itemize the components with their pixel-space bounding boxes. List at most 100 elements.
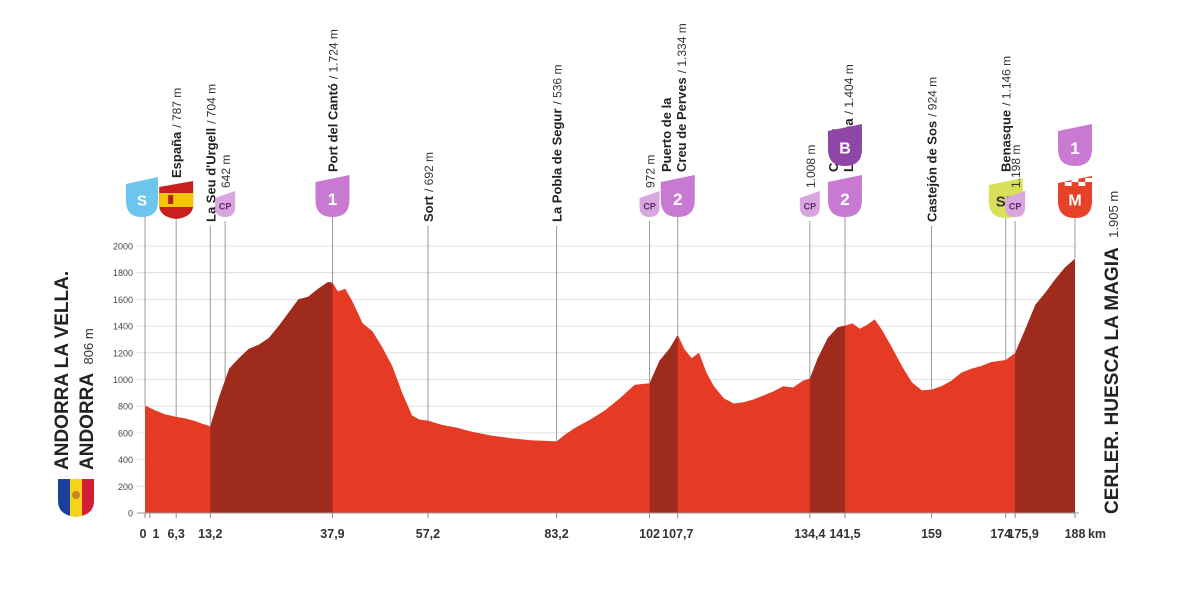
y-tick-label: 1200	[113, 348, 133, 358]
pass-altitude: 642 m	[219, 155, 233, 188]
y-axis-labels: 0 200 400 600 800 1000 1200 1400 1600 1800 2000	[113, 242, 133, 519]
svg-text:Port del Cantó/ 1.724 m: Port del Cantó / 1.724 m	[325, 29, 340, 172]
x-tick-label: 83,2	[544, 527, 568, 541]
climb-section	[809, 258, 845, 513]
cp-badge-icon: CP	[799, 191, 820, 217]
svg-text:Benasque/ 1.146 m: Benasque / 1.146 m	[999, 56, 1014, 172]
kom-badge-icon: 2	[660, 175, 695, 217]
pass-altitude: / 1.724 m	[326, 29, 340, 79]
kom-badge-icon: 2	[827, 175, 862, 217]
x-tick-label: 102	[639, 527, 660, 541]
pass-altitude: 1.008 m	[804, 145, 818, 188]
svg-text:M: M	[1068, 193, 1081, 210]
pass-altitude: / 924 m	[926, 77, 940, 117]
pass-label: La Pobla de Segur / 536 m	[550, 65, 565, 442]
pass-name: Puerto de la	[659, 97, 674, 172]
svg-text:2: 2	[840, 190, 849, 209]
svg-text:Creu de Perves/ 1.334 m: Creu de Perves / 1.334 m	[674, 23, 689, 172]
x-tick-label: 134,4	[794, 527, 825, 541]
x-unit-label: km	[1088, 527, 1106, 541]
svg-text:Castejón de Sos/ 924 m: Castejón de Sos / 924 m	[925, 77, 940, 222]
cp-badge-icon: CP	[1005, 191, 1026, 217]
pass-label: CP 972 m	[639, 155, 660, 384]
cp-badge-icon: CP	[215, 191, 236, 217]
y-tick-label: 2000	[113, 242, 133, 252]
finish-alt: 1.905 m	[1106, 191, 1121, 238]
svg-text:B: B	[839, 141, 851, 158]
svg-text:1.008 m: 1.008 m	[804, 145, 818, 188]
pass-label: 2 Puerto de la Creu de Perves / 1.334 m	[659, 23, 695, 335]
x-tick-label: 1	[152, 527, 159, 541]
andorra-flag-icon	[58, 479, 94, 517]
pass-name: Port del Cantó	[325, 83, 340, 172]
pass-name: La Pobla de Segur	[550, 109, 565, 222]
pass-label: 1 Port del Cantó / 1.724 m	[315, 29, 350, 283]
svg-text:CP: CP	[643, 202, 656, 212]
y-tick-label: 1600	[113, 295, 133, 305]
svg-text:CP: CP	[804, 202, 817, 212]
y-tick-label: 600	[118, 428, 133, 438]
svg-text:2: 2	[673, 190, 682, 209]
x-tick-label: 37,9	[320, 527, 344, 541]
svg-text:Sort/ 692 m: Sort / 692 m	[421, 152, 436, 222]
start-name: ANDORRA LA VELLA.	[52, 271, 73, 470]
start-country: ANDORRA	[77, 373, 98, 470]
pass-label: CP 1.008 m	[799, 145, 820, 379]
x-tick-label: 159	[921, 527, 942, 541]
finish-kom-badge-icon: 1	[1058, 124, 1092, 166]
svg-text:S: S	[137, 192, 147, 209]
pass-altitude: / 1.334 m	[675, 23, 689, 73]
pass-altitude: 972 m	[644, 155, 658, 188]
pass-altitude: 1.198 m	[1009, 145, 1023, 188]
svg-text:642 m: 642 m	[219, 155, 233, 188]
profile-area	[137, 258, 1079, 514]
pass-label: España / 787 m	[159, 88, 194, 417]
finish-location: CERLER. HUESCA LA MAGIA 1.905 m	[1102, 191, 1123, 514]
svg-text:CERLER. HUESCA LA MAGIA: CERLER. HUESCA LA MAGIA 1.905 m	[1102, 191, 1123, 514]
x-tick-label: 57,2	[416, 527, 440, 541]
bonus-marker: B	[827, 124, 862, 166]
y-tick-label: 1400	[113, 322, 133, 332]
pass-name: Sort	[421, 195, 436, 222]
svg-text:1: 1	[1070, 139, 1079, 158]
pass-altitude: / 1.404 m	[842, 64, 856, 114]
cp-badge-icon: CP	[639, 191, 660, 217]
svg-text:ANDORRA 806 m: ANDORRA 806 m	[77, 328, 98, 470]
svg-text:La Seu d'Urgell/ 704 m: La Seu d'Urgell / 704 m	[203, 84, 218, 222]
y-tick-label: 400	[118, 455, 133, 465]
x-axis: 0 1 6,3 13,2 37,9 57,2 83,2 102 107,7 134,4 141,5 1…	[140, 513, 1106, 541]
start-alt: 806 m	[81, 328, 96, 364]
pass-label: La Seu d'Urgell / 704 m	[203, 84, 218, 427]
y-tick-label: 0	[128, 509, 133, 519]
climb-section	[1015, 258, 1075, 513]
svg-text:CP: CP	[219, 202, 232, 212]
pass-label: Sort / 692 m	[421, 152, 436, 421]
svg-text:España/ 787 m: España / 787 m	[169, 88, 184, 178]
pass-name: Castejón de Sos	[925, 121, 940, 222]
x-tick-label: 0	[140, 527, 147, 541]
pass-altitude: / 536 m	[551, 65, 565, 105]
climb-section	[649, 258, 678, 513]
kom-badge-icon: 1	[315, 175, 350, 217]
x-tick-label: 174	[990, 527, 1011, 541]
x-tick-label: 107,7	[662, 527, 693, 541]
pass-labels: España / 787 m La Seu d'Urgell / 704 m CP 642…	[126, 23, 1092, 442]
x-tick-label: 175,9	[1008, 527, 1039, 541]
spain-flag-icon	[159, 181, 194, 219]
svg-text:1.198 m: 1.198 m	[1009, 145, 1023, 188]
start-marker: S	[126, 177, 158, 406]
pass-label: CP 642 m	[215, 155, 236, 381]
pass-name: Benasque	[999, 110, 1014, 172]
pass-label: CP 1.198 m	[1005, 145, 1026, 354]
svg-text:La Pobla de Segur/ 536 m: La Pobla de Segur / 536 m	[550, 65, 565, 222]
x-tick-label: 6,3	[167, 527, 184, 541]
climb-section	[210, 258, 333, 513]
finish-name: CERLER. HUESCA LA MAGIA	[1102, 247, 1123, 514]
pass-altitude: / 704 m	[204, 84, 218, 124]
pass-altitude: / 1.146 m	[1000, 56, 1014, 106]
finish-marker: 1M	[1058, 124, 1092, 259]
start-location: ANDORRA LA VELLA. ANDORRA 806 m	[52, 271, 98, 517]
finish-badge-icon: M	[1058, 176, 1092, 218]
y-tick-label: 1800	[113, 268, 133, 278]
